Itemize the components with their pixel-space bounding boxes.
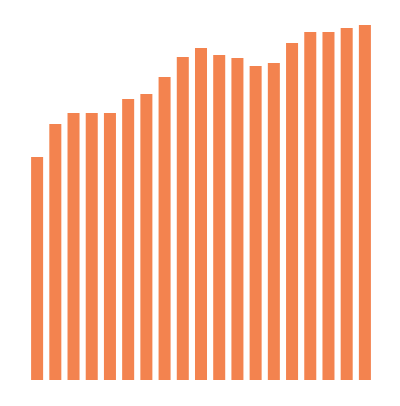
bar — [286, 43, 299, 380]
bar — [85, 113, 98, 380]
bar — [103, 113, 116, 380]
bar — [213, 55, 226, 380]
bar — [158, 77, 171, 380]
bar — [176, 57, 189, 380]
bar — [304, 32, 317, 380]
bar — [31, 157, 44, 380]
bar — [194, 48, 208, 380]
bar — [267, 63, 280, 380]
bar — [231, 58, 244, 380]
bar — [49, 124, 62, 380]
bar — [122, 99, 135, 380]
bar — [340, 28, 353, 380]
bar — [322, 32, 335, 380]
bar — [140, 94, 153, 380]
bar — [358, 25, 371, 380]
bar — [67, 113, 80, 380]
bar — [249, 66, 262, 380]
